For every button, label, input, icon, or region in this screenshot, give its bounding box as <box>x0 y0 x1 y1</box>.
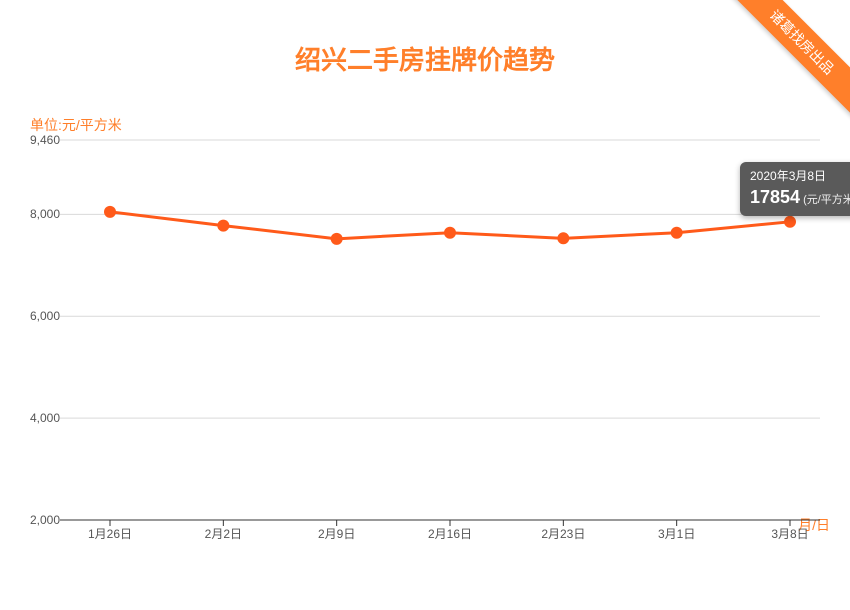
x-tick-label: 3月1日 <box>658 525 695 542</box>
x-tick-label: 3月8日 <box>771 525 808 542</box>
x-tick-label: 1月26日 <box>88 525 132 542</box>
y-tick-label: 8,000 <box>20 207 60 221</box>
plot-area: 2,0004,0006,0008,0009,460 1月26日2月2日2月9日2… <box>60 140 820 520</box>
tooltip-date: 2020年3月8日 <box>750 168 850 185</box>
x-tick-label: 2月9日 <box>318 525 355 542</box>
y-tick-label: 2,000 <box>20 513 60 527</box>
chart-title: 绍兴二手房挂牌价趋势 <box>0 40 850 77</box>
data-point[interactable] <box>784 216 796 228</box>
y-tick-label: 4,000 <box>20 411 60 425</box>
tooltip-unit: (元/平方米) <box>803 194 850 206</box>
y-tick-label: 6,000 <box>20 309 60 323</box>
x-tick-label: 2月23日 <box>541 525 585 542</box>
data-point[interactable] <box>444 227 456 239</box>
data-point[interactable] <box>217 220 229 232</box>
x-tick-label: 2月2日 <box>205 525 242 542</box>
data-tooltip: 2020年3月8日 17854(元/平方米) <box>740 162 850 216</box>
data-point[interactable] <box>104 206 116 218</box>
data-point[interactable] <box>671 227 683 239</box>
y-axis-unit: 单位:元/平方米 <box>30 115 122 135</box>
x-tick-label: 2月16日 <box>428 525 472 542</box>
y-tick-label: 9,460 <box>20 133 60 147</box>
tooltip-value: 17854 <box>750 187 800 207</box>
data-point[interactable] <box>557 232 569 244</box>
data-point[interactable] <box>331 233 343 245</box>
